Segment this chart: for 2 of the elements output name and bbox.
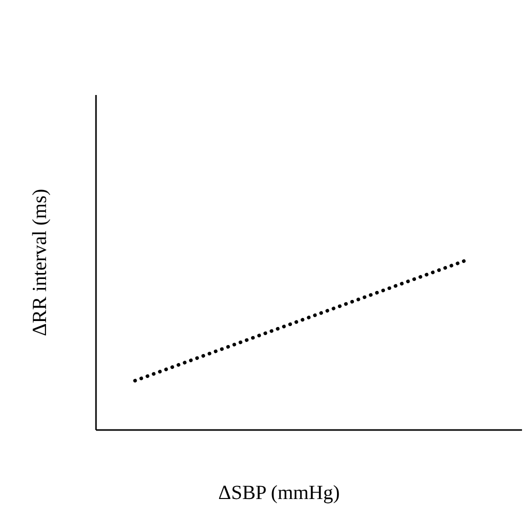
y-axis-title: ΔRR interval (ms) (29, 188, 51, 336)
x-axis-title: ΔSBP (mmHg) (218, 482, 340, 504)
